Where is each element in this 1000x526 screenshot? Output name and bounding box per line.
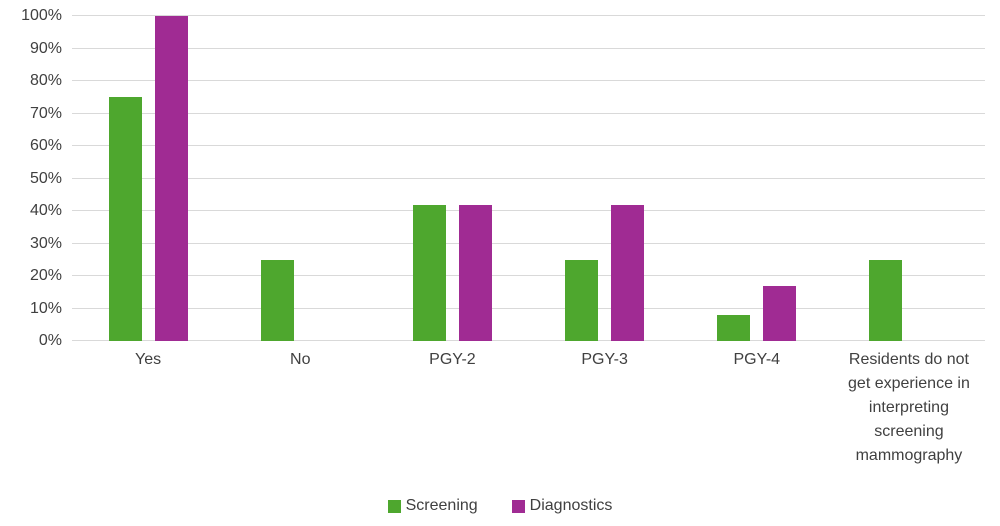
- bar-group-yes: [72, 16, 224, 341]
- bar-diagnostics-3: [458, 204, 492, 341]
- gridline: [72, 340, 985, 341]
- bar-groups: [72, 16, 985, 341]
- y-tick-label: 70%: [29, 104, 62, 122]
- bar-screening-6: [869, 259, 903, 341]
- y-tick-label: 90%: [29, 39, 62, 57]
- bar-diagnostics-4: [611, 204, 645, 341]
- gridline: [72, 145, 985, 146]
- bar-screening-1: [108, 97, 142, 341]
- bar-screening-4: [565, 259, 599, 341]
- x-axis-label: Residents do not get experience in inter…: [848, 351, 970, 464]
- gridline: [72, 47, 985, 49]
- y-tick-label: 10%: [29, 299, 62, 317]
- y-axis: 0% 10% 20% 30% 40% 50% 60% 70% 80% 90% 100%: [0, 7, 62, 349]
- gridline: [72, 242, 985, 244]
- x-axis-label: PGY-4: [733, 351, 781, 368]
- legend-item-diagnostics: Diagnostics: [511, 497, 613, 515]
- legend: Screening Diagnostics: [0, 497, 1000, 515]
- gridline: [72, 275, 985, 276]
- legend-swatch-screening: [387, 499, 401, 513]
- gridline: [72, 210, 985, 211]
- legend-label: Screening: [405, 497, 478, 514]
- y-tick-label: 30%: [29, 234, 62, 252]
- bar-diagnostics-1: [154, 16, 188, 341]
- bar-group-pgy-2: [376, 16, 528, 341]
- bar-diagnostics-5: [763, 285, 797, 341]
- x-axis-label: PGY-2: [429, 351, 476, 368]
- y-tick-label: 0%: [38, 332, 62, 349]
- y-tick-label: 60%: [29, 137, 62, 154]
- y-tick-label: 20%: [29, 267, 62, 284]
- y-tick-label: 40%: [29, 202, 62, 219]
- gridline: [72, 177, 985, 179]
- x-axis-label: No: [290, 351, 311, 368]
- bar-group-pgy-4: [681, 16, 833, 341]
- legend-label: Diagnostics: [529, 497, 613, 514]
- gridline: [72, 15, 985, 16]
- legend-swatch-diagnostics: [511, 499, 525, 513]
- y-tick-label: 100%: [21, 7, 62, 24]
- bar-group-residents: [833, 16, 985, 341]
- bar-screening-3: [412, 204, 446, 341]
- x-axis-label: Yes: [135, 351, 162, 368]
- x-axis: Yes No PGY-2 PGY-3 PGY-4 Residents do not get…: [72, 348, 985, 468]
- gridline: [72, 80, 985, 81]
- bar-screening-5: [717, 315, 751, 341]
- bar-group-pgy-3: [529, 16, 681, 341]
- bar-screening-2: [260, 259, 294, 341]
- plot-area: [72, 15, 985, 341]
- gridline: [72, 307, 985, 309]
- y-tick-label: 50%: [29, 169, 62, 187]
- y-tick-label: 80%: [29, 72, 62, 89]
- gridline: [72, 112, 985, 114]
- bar-group-no: [224, 16, 376, 341]
- legend-item-screening: Screening: [387, 497, 478, 515]
- x-axis-label: PGY-3: [581, 351, 628, 368]
